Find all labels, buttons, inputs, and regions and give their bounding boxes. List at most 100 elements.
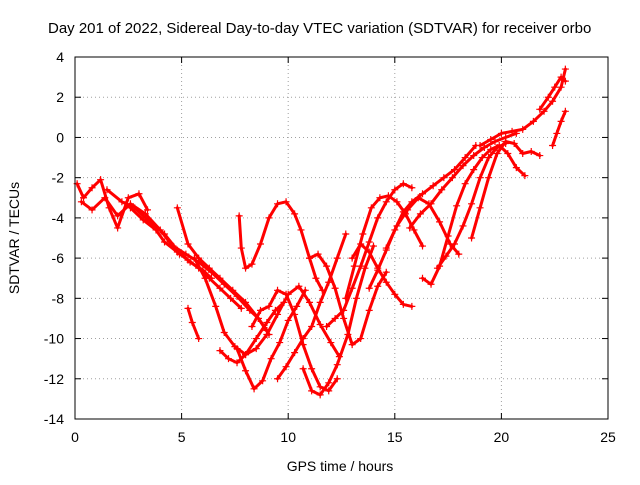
data-point [143, 206, 151, 214]
data-point [348, 254, 356, 262]
data-point [440, 174, 448, 182]
data-point [205, 264, 213, 272]
data-point [382, 278, 390, 286]
data-point [248, 322, 256, 330]
data-point [274, 310, 282, 318]
data-point [161, 230, 169, 238]
data-point [442, 252, 450, 260]
data-point [126, 204, 134, 212]
data-point [453, 202, 461, 210]
data-point [237, 244, 245, 252]
x-tick-label: 25 [600, 429, 616, 445]
data-point [282, 290, 290, 298]
series-arc-8 [186, 306, 201, 341]
data-point [408, 184, 416, 192]
data-point [374, 266, 382, 274]
data-point [225, 355, 233, 363]
data-point [455, 250, 463, 258]
data-point [293, 302, 301, 310]
data-point [242, 351, 250, 359]
data-layer [73, 65, 569, 399]
data-point [540, 107, 548, 115]
x-tick-label: 20 [494, 429, 510, 445]
data-point [527, 148, 535, 156]
y-tick-label: 2 [56, 89, 64, 105]
data-point [227, 294, 235, 302]
data-point [216, 284, 224, 292]
data-point [233, 345, 241, 353]
series-arc-18 [350, 242, 414, 308]
data-point [256, 306, 264, 314]
data-point [468, 234, 476, 242]
data-point [308, 365, 316, 373]
y-tick-label: -6 [52, 250, 65, 266]
data-point [291, 310, 299, 318]
data-point [416, 210, 424, 218]
x-tick-label: 15 [387, 429, 403, 445]
data-point [114, 224, 122, 232]
data-point [436, 218, 444, 226]
data-point [267, 355, 275, 363]
data-point [485, 154, 493, 162]
data-point [325, 387, 333, 395]
data-point [265, 214, 273, 222]
data-point [280, 298, 288, 306]
data-point [536, 105, 544, 113]
data-point [250, 385, 258, 393]
data-point [399, 180, 407, 188]
data-point [301, 286, 309, 294]
data-point [308, 387, 316, 395]
data-point [549, 141, 557, 149]
data-point [519, 125, 527, 133]
data-point [536, 152, 544, 160]
data-point [274, 200, 282, 208]
data-point [182, 250, 190, 258]
data-point [427, 280, 435, 288]
data-point [382, 198, 390, 206]
data-point [306, 298, 314, 306]
data-point [188, 318, 196, 326]
data-point [101, 194, 109, 202]
data-point [252, 345, 260, 353]
data-point [184, 304, 192, 312]
data-point [459, 162, 467, 170]
data-point [476, 174, 484, 182]
data-point [365, 238, 373, 246]
data-point [308, 322, 316, 330]
data-point [480, 144, 488, 151]
data-point [429, 182, 437, 190]
data-point [487, 135, 495, 143]
data-point [88, 206, 96, 214]
data-point [235, 212, 243, 220]
data-point [220, 329, 228, 337]
data-point [393, 198, 401, 206]
data-point [404, 206, 412, 214]
data-point [419, 274, 427, 282]
data-point [316, 298, 324, 306]
data-point [233, 359, 241, 367]
data-point [216, 274, 224, 282]
data-point [299, 335, 307, 343]
data-point [80, 194, 88, 202]
data-point [331, 284, 339, 292]
data-point [325, 278, 333, 286]
data-point [549, 97, 557, 105]
data-point [169, 242, 177, 250]
data-point [242, 367, 250, 375]
data-point [374, 214, 382, 222]
data-point [135, 190, 143, 198]
data-point [561, 65, 569, 73]
y-tick-label: -10 [44, 331, 64, 347]
data-point [470, 152, 478, 160]
data-point [561, 107, 569, 115]
data-point [476, 204, 484, 212]
data-point [282, 198, 290, 206]
data-point [295, 282, 303, 290]
data-point [216, 347, 224, 355]
data-point [118, 198, 126, 206]
y-tick-label: 4 [56, 49, 64, 65]
y-tick-label: -12 [44, 371, 64, 387]
y-tick-label: -2 [52, 170, 65, 186]
data-point [333, 254, 341, 262]
